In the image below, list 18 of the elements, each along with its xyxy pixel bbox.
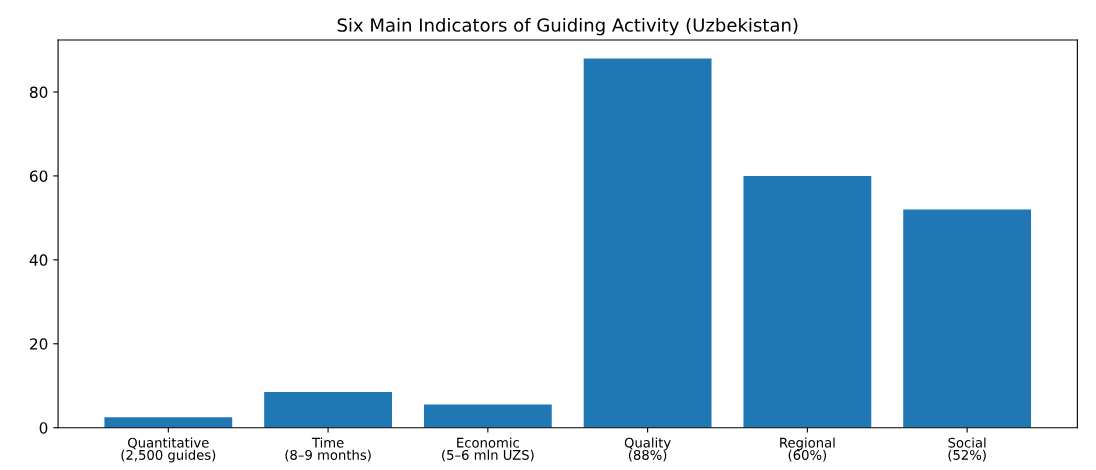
x-tick-label: Social (52%) — [948, 437, 986, 462]
bar — [264, 392, 392, 428]
x-tick-label: Economic (5–6 mln UZS) — [442, 437, 534, 462]
y-tick-label: 20 — [30, 338, 48, 350]
x-tick-label: Quality (88%) — [624, 437, 671, 462]
x-tick-label: Time (8–9 months) — [285, 437, 371, 462]
chart-title: Six Main Indicators of Guiding Activity (Uzbekistan) — [337, 17, 798, 36]
y-tick-label: 40 — [29, 254, 48, 266]
bar — [104, 417, 233, 428]
y-tick-label: 0 — [39, 422, 48, 434]
bar — [743, 175, 872, 428]
y-tick-label: 60 — [29, 170, 48, 182]
y-tick-label: 80 — [29, 86, 48, 99]
x-tick-label: Quantitative (2,500 guides) — [121, 437, 216, 463]
bar — [583, 58, 712, 428]
x-tick-label: Regional (60%) — [780, 437, 835, 462]
bar — [903, 209, 1032, 428]
bar — [423, 404, 552, 428]
